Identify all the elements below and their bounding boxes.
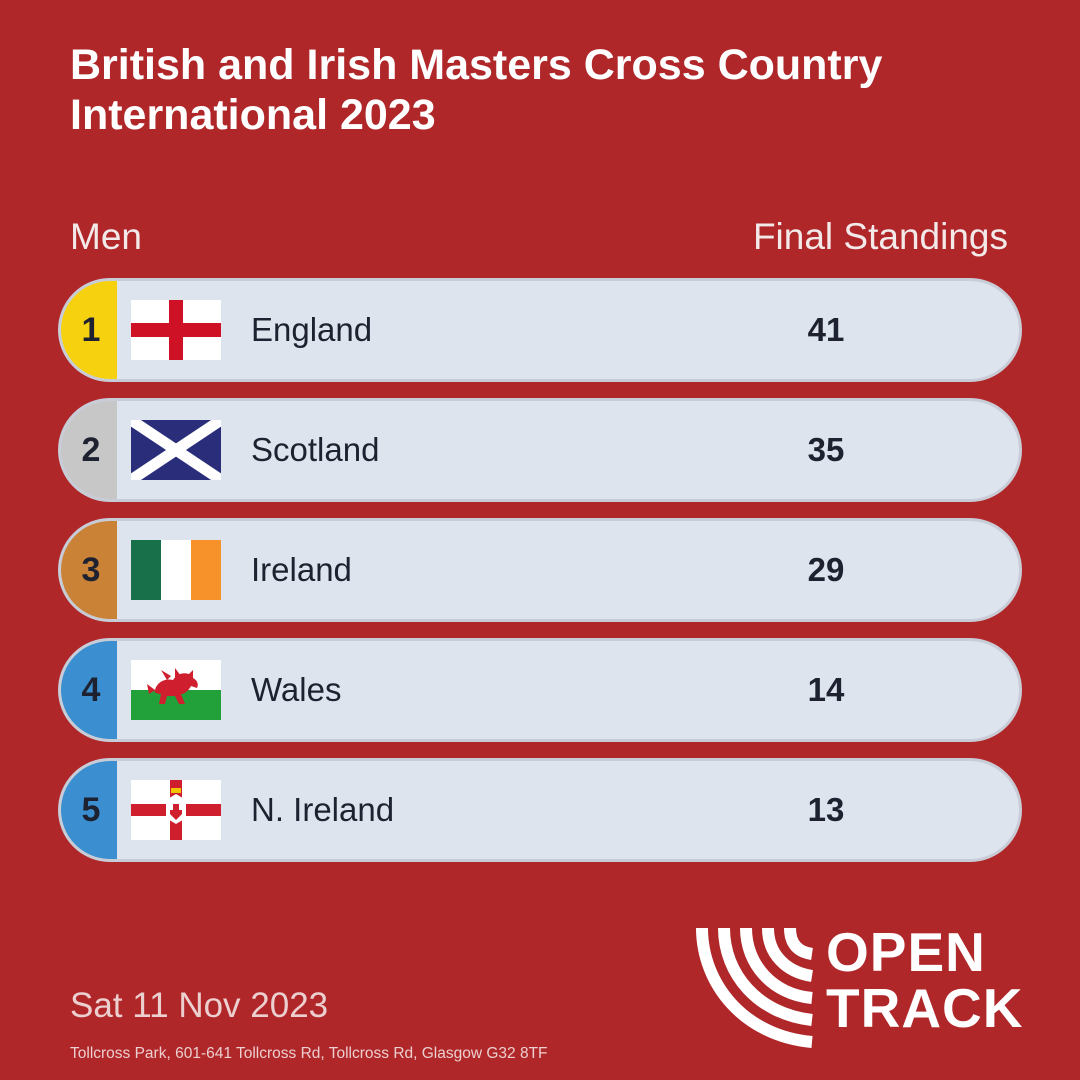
team-score: 13: [807, 791, 845, 828]
wales-flag-icon: [131, 660, 221, 720]
rank-badge: 3: [61, 521, 117, 619]
standings-list: 1 England 41 2 Scotland 35 3: [58, 278, 1022, 878]
standing-row-ireland: 3 Ireland 29: [58, 518, 1022, 622]
opentrack-logo: OPEN TRACK: [694, 924, 1054, 1048]
team-score: 35: [807, 431, 845, 468]
event-venue: Tollcross Park, 601-641 Tollcross Rd, To…: [70, 1045, 548, 1062]
rank-badge: 4: [61, 641, 117, 739]
country-name: N. Ireland: [251, 791, 395, 828]
country-name: England: [251, 311, 373, 348]
ireland-flag-icon: [131, 540, 221, 600]
country-name: Scotland: [251, 431, 380, 468]
opentrack-arcs-icon: [696, 927, 814, 1048]
northern-ireland-flag-icon: [131, 780, 221, 840]
rank-badge: 1: [61, 281, 117, 379]
standing-row-scotland: 2 Scotland 35: [58, 398, 1022, 502]
opentrack-wordmark: OPEN TRACK: [826, 921, 1024, 1039]
country-name: Ireland: [251, 551, 352, 588]
page-title: British and Irish Masters Cross Country …: [70, 41, 883, 139]
team-score: 41: [807, 311, 845, 348]
event-date: Sat 11 Nov 2023: [70, 986, 329, 1025]
rank-badge: 2: [61, 401, 117, 499]
country-name: Wales: [251, 671, 342, 708]
rank-badge: 5: [61, 761, 117, 859]
standings-label: Final Standings: [752, 216, 1008, 257]
team-score: 29: [807, 551, 845, 588]
standing-row-england: 1 England 41: [58, 278, 1022, 382]
scotland-flag-icon: [131, 420, 221, 480]
team-score: 14: [807, 671, 845, 708]
england-flag-icon: [131, 300, 221, 360]
category-label: Men: [70, 216, 142, 257]
standing-row-northern-ireland: 5 N. Ireland 13: [58, 758, 1022, 862]
standing-row-wales: 4 Wales 14: [58, 638, 1022, 742]
